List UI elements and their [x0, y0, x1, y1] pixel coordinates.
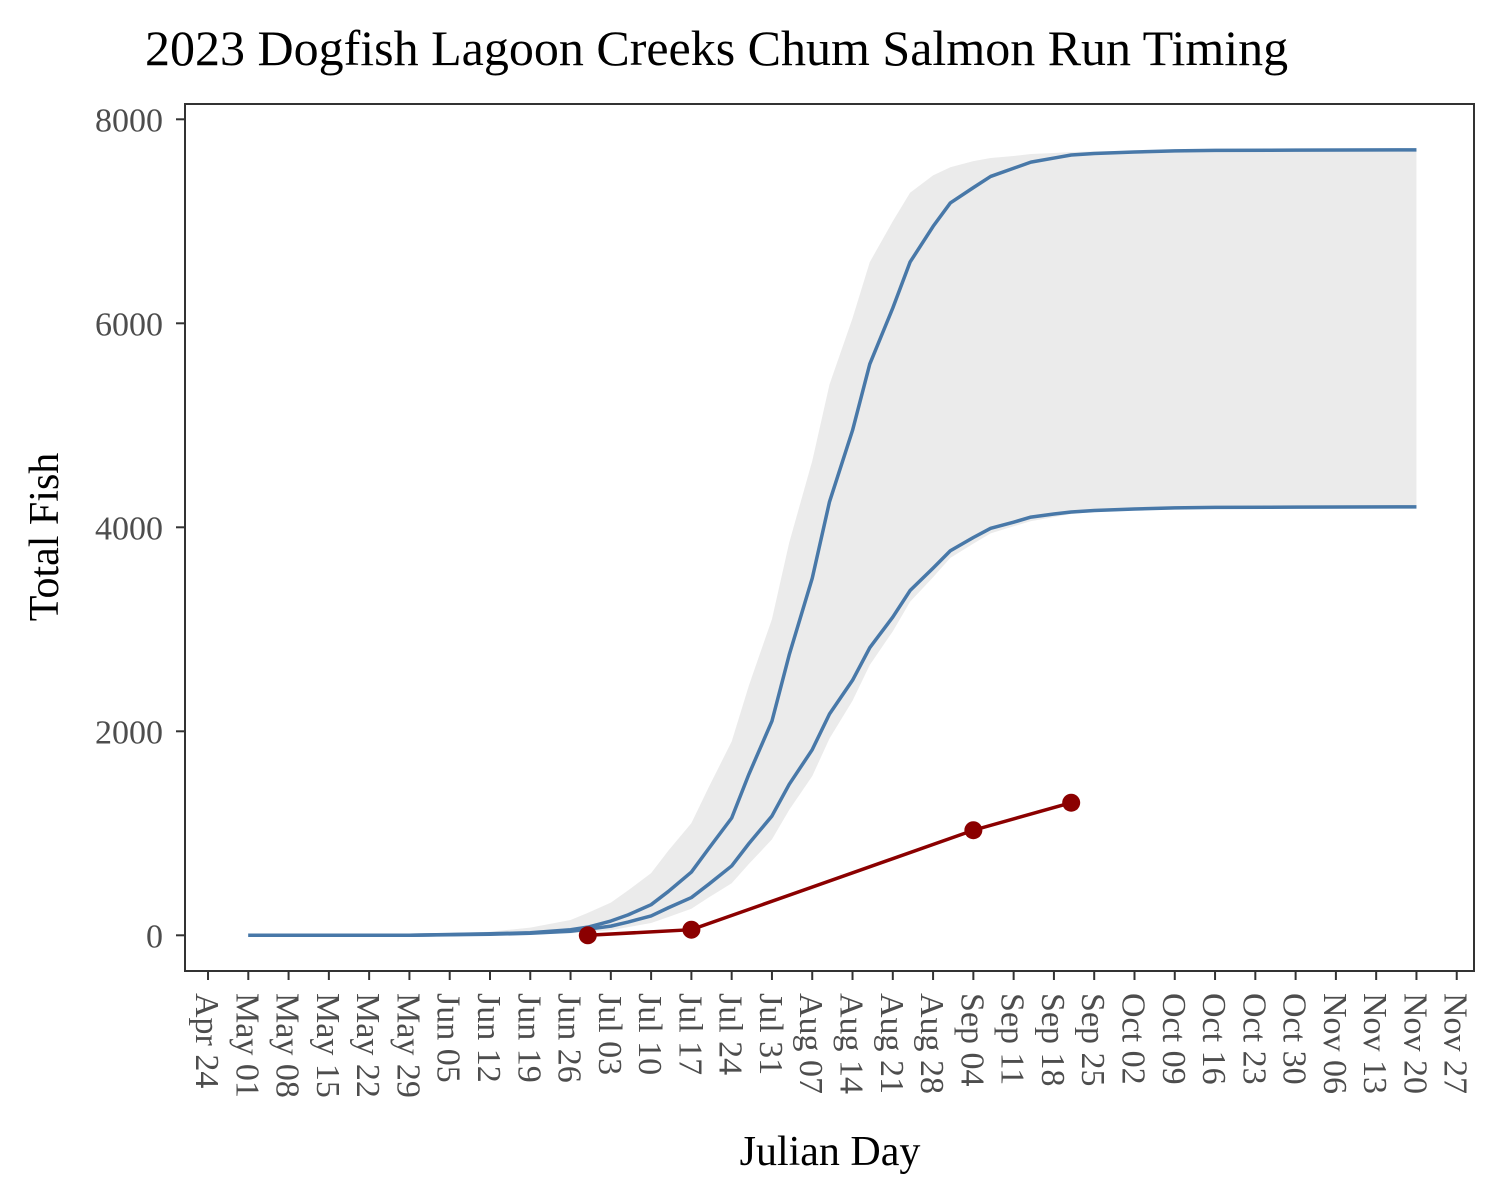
x-tick-label: Sep 18	[1034, 993, 1071, 1087]
y-axis: 0 2000 4000 6000 8000	[95, 102, 185, 955]
x-tick-label: Aug 14	[833, 993, 870, 1094]
x-tick-label: Apr 24	[188, 993, 225, 1088]
x-tick-label: May 22	[349, 993, 386, 1098]
x-tick-label: Nov 20	[1396, 993, 1433, 1094]
x-tick-label: Nov 13	[1356, 993, 1393, 1094]
x-tick-label: Nov 06	[1316, 993, 1353, 1094]
x-tick-label: Oct 02	[1114, 993, 1151, 1085]
x-tick-label: Oct 16	[1195, 993, 1232, 1085]
x-tick-label: Jun 05	[430, 993, 467, 1083]
chart-title: 2023 Dogfish Lagoon Creeks Chum Salmon R…	[145, 20, 1288, 76]
x-tick-label: Jun 19	[510, 993, 547, 1083]
x-tick-label: May 01	[228, 993, 265, 1098]
y-axis-title: Total Fish	[22, 453, 68, 622]
x-tick-label: Oct 09	[1155, 993, 1192, 1085]
x-tick-label: Oct 23	[1235, 993, 1272, 1085]
x-tick-label: Jul 10	[631, 993, 668, 1075]
y-tick-label: 8000	[95, 102, 163, 139]
x-tick-label: Aug 21	[873, 993, 910, 1094]
x-tick-label: Jun 12	[470, 993, 507, 1083]
x-axis-title: Julian Day	[740, 1129, 921, 1175]
x-tick-label: May 08	[269, 993, 306, 1098]
y-tick-label: 6000	[95, 306, 163, 343]
observed-points	[578, 793, 1081, 945]
y-tick-label: 0	[146, 918, 163, 955]
x-tick-label: Nov 27	[1437, 993, 1474, 1094]
x-tick-label: Sep 25	[1074, 993, 1111, 1087]
range-band	[248, 149, 1417, 936]
y-tick-label: 2000	[95, 714, 163, 751]
x-tick-label: Jul 24	[712, 993, 749, 1075]
observed-point-3	[964, 821, 983, 840]
x-tick-label: Sep 11	[994, 993, 1031, 1085]
plot-area	[248, 148, 1417, 945]
panel-border	[184, 103, 1475, 972]
x-tick-label: Aug 28	[913, 993, 950, 1094]
x-tick-label: Jul 03	[591, 993, 628, 1075]
observed-series-line	[587, 801, 1072, 938]
x-axis: Apr 24 May 01 May 08 May 15 May 22 May 29 Jun …	[188, 971, 1474, 1098]
x-tick-label: Jul 17	[671, 993, 708, 1075]
x-tick-label: Sep 04	[953, 993, 990, 1087]
x-tick-label: Oct 30	[1276, 993, 1313, 1085]
x-tick-label: Aug 07	[792, 993, 829, 1094]
observed-point-4	[1062, 793, 1081, 812]
x-tick-label: Jul 31	[752, 993, 789, 1075]
x-tick-label: Jun 26	[551, 993, 588, 1083]
y-tick-label: 4000	[95, 510, 163, 547]
observed-point-1	[578, 926, 597, 945]
x-tick-label: May 29	[389, 993, 426, 1098]
observed-point-2	[682, 920, 701, 939]
x-tick-label: May 15	[309, 993, 346, 1098]
